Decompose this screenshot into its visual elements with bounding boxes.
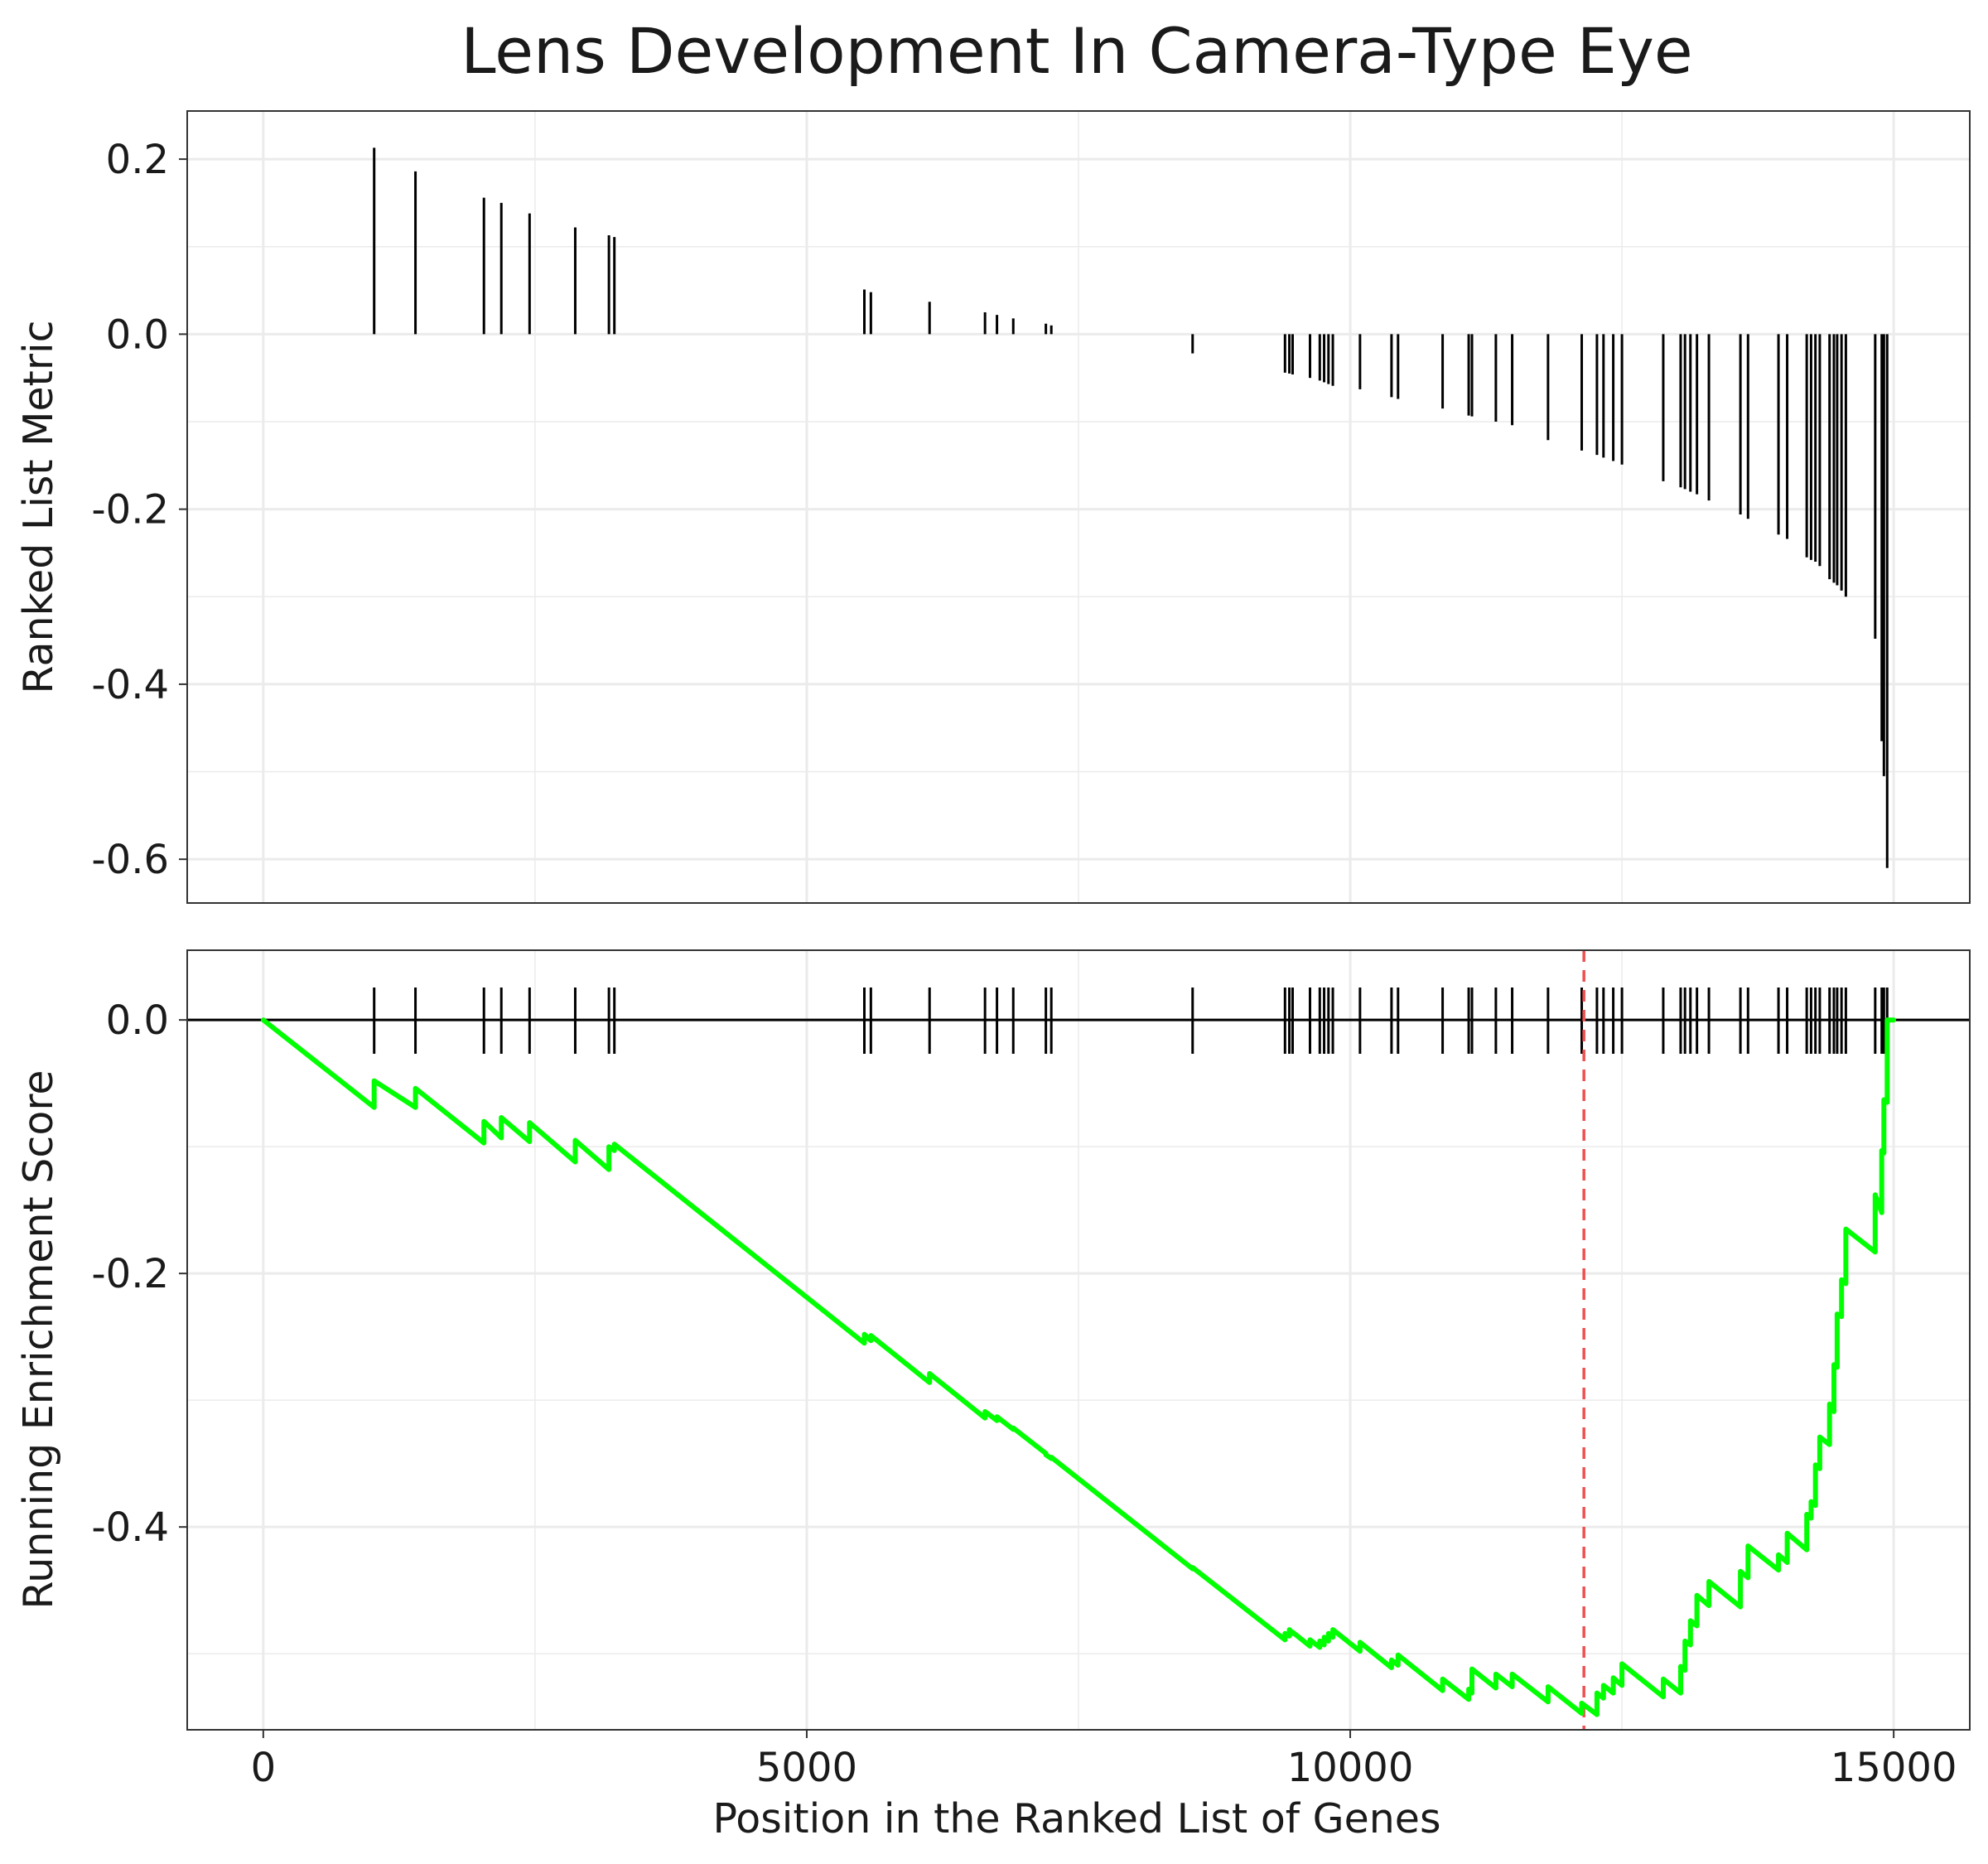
- running-score-line: [260, 1017, 1897, 1717]
- ranked-list-metric-axis-title: Ranked List Metric: [15, 320, 62, 693]
- ranked-list-metric-panel: 0.2 0.0 -0.2 -0.4 -0.6: [91, 110, 1971, 904]
- x-tick-label: 15000: [1831, 1745, 1957, 1791]
- panel-border: [186, 110, 1971, 904]
- y-tick-label: -0.2: [91, 487, 169, 534]
- y-tick-label: -0.6: [91, 837, 169, 883]
- y-tick-label: 0.0: [106, 997, 169, 1044]
- x-tick-label: 0: [251, 1745, 277, 1791]
- x-tick-label: 10000: [1287, 1745, 1414, 1791]
- chart-title: Lens Development In Camera-Type Eye: [461, 14, 1692, 88]
- y-tick-label: 0.2: [106, 137, 169, 183]
- y-tick-label: -0.2: [91, 1251, 169, 1297]
- running-enrichment-score-axis-title: Running Enrichment Score: [15, 1070, 62, 1609]
- y-tick-label: -0.4: [91, 1504, 169, 1551]
- x-tick-label: 5000: [756, 1745, 857, 1791]
- y-tick-label: -0.4: [91, 662, 169, 708]
- y-tick-label: 0.0: [106, 311, 169, 358]
- running-enrichment-score-panel: 0.0 -0.2 -0.4 0 5000 10000 15000: [91, 949, 1971, 1791]
- panel-border: [186, 949, 1971, 1731]
- x-axis-title: Position in the Ranked List of Genes: [713, 1795, 1441, 1842]
